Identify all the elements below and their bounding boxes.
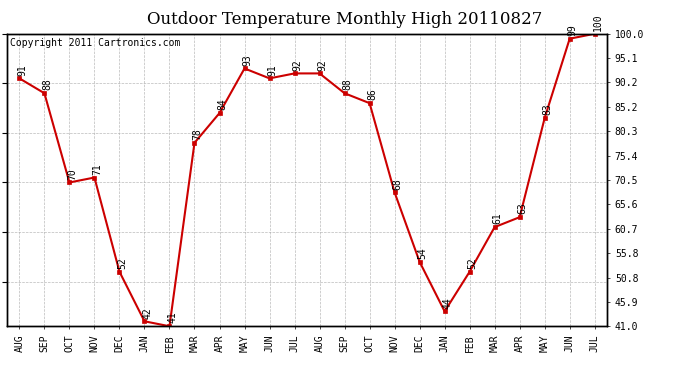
Text: 100: 100 [593,13,602,31]
Text: 70: 70 [67,168,77,180]
Text: 88: 88 [42,79,52,90]
Text: 52: 52 [467,257,477,269]
Text: 44: 44 [442,297,453,309]
Text: 54: 54 [417,247,427,259]
Text: 41: 41 [167,312,177,324]
Text: 68: 68 [393,178,402,190]
Text: 84: 84 [217,99,227,110]
Text: 52: 52 [117,257,127,269]
Text: Outdoor Temperature Monthly High 20110827: Outdoor Temperature Monthly High 2011082… [147,11,543,28]
Text: 91: 91 [17,64,27,76]
Text: 63: 63 [518,202,527,214]
Text: 71: 71 [92,163,102,175]
Text: 99: 99 [567,24,578,36]
Text: 93: 93 [242,54,253,66]
Text: 86: 86 [367,88,377,101]
Text: 91: 91 [267,64,277,76]
Text: Copyright 2011 Cartronics.com: Copyright 2011 Cartronics.com [10,38,180,48]
Text: 83: 83 [542,104,553,115]
Text: 88: 88 [342,79,353,90]
Text: 92: 92 [293,59,302,70]
Text: 92: 92 [317,59,327,70]
Text: 61: 61 [493,213,502,224]
Text: 78: 78 [193,128,202,140]
Text: 42: 42 [142,307,152,318]
